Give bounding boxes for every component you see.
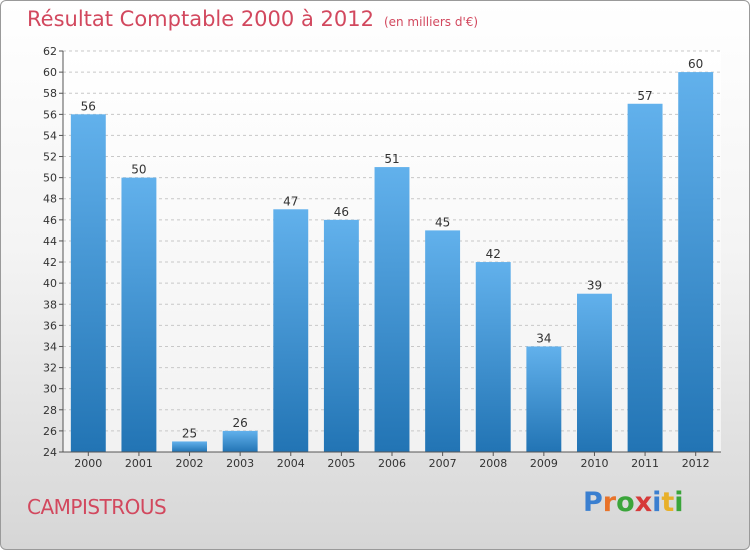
y-tick-label: 50 — [43, 172, 57, 185]
data-label-2003: 26 — [233, 416, 248, 430]
data-label-2000: 56 — [81, 99, 96, 113]
bar-2001 — [121, 177, 157, 452]
y-tick-label: 24 — [43, 446, 57, 459]
x-tick-label-2008: 2008 — [479, 457, 507, 470]
bar-2003 — [222, 430, 258, 452]
x-tick-label-2000: 2000 — [74, 457, 102, 470]
y-tick-label: 60 — [43, 66, 57, 79]
x-tick-label-2011: 2011 — [631, 457, 659, 470]
x-tick-label-2006: 2006 — [378, 457, 406, 470]
data-label-2008: 42 — [486, 247, 501, 261]
logo-letter: o — [616, 487, 635, 518]
data-label-2001: 50 — [131, 163, 146, 177]
chart-title-text: Résultat Comptable 2000 à 2012 — [27, 7, 374, 31]
data-label-2007: 45 — [435, 215, 450, 229]
proxiti-logo: Proxiti — [583, 487, 684, 518]
chart-title: Résultat Comptable 2000 à 2012 (en millie… — [27, 7, 478, 31]
y-tick-label: 26 — [43, 425, 57, 438]
data-label-2012: 60 — [688, 57, 703, 71]
commune-name: CAMPISTROUS — [27, 495, 167, 519]
y-tick-label: 28 — [43, 404, 57, 417]
data-label-2011: 57 — [637, 89, 652, 103]
bar-2010 — [576, 293, 612, 452]
y-tick-label: 42 — [43, 256, 57, 269]
bar-2002 — [172, 441, 208, 452]
labels: 24 26 28 30 32 34 36 38 40 42 44 46 48 50 52 54 56 58 60 62… — [43, 45, 710, 470]
bar-2012 — [678, 72, 714, 453]
x-tick-label-2012: 2012 — [682, 457, 710, 470]
y-tick-label: 52 — [43, 151, 57, 164]
logo-letter: t — [661, 487, 675, 518]
data-label-2002: 25 — [182, 426, 197, 440]
y-tick-label: 62 — [43, 45, 57, 58]
x-tick-label-2004: 2004 — [277, 457, 305, 470]
bar-2000 — [70, 114, 106, 452]
data-label-2010: 39 — [587, 279, 602, 293]
y-tick-label: 38 — [43, 298, 57, 311]
bar-2011 — [627, 103, 663, 453]
y-tick-label: 48 — [43, 193, 57, 206]
bar-2009 — [526, 346, 562, 452]
logo-letter: x — [634, 487, 653, 518]
bar-2005 — [323, 219, 359, 452]
x-tick-label-2002: 2002 — [176, 457, 204, 470]
logo-letter: i — [652, 487, 662, 518]
logo-letter: P — [583, 487, 603, 518]
data-label-2009: 34 — [536, 331, 551, 345]
y-tick-label: 58 — [43, 87, 57, 100]
logo-letter: i — [674, 487, 684, 518]
y-tick-label: 34 — [43, 340, 57, 353]
y-tick-label: 54 — [43, 129, 57, 142]
data-label-2006: 51 — [384, 152, 399, 166]
x-tick-label-2007: 2007 — [429, 457, 457, 470]
x-tick-label-2005: 2005 — [327, 457, 355, 470]
y-tick-label: 30 — [43, 383, 57, 396]
axes — [59, 50, 721, 456]
y-tick-label: 40 — [43, 277, 57, 290]
x-tick-label-2009: 2009 — [530, 457, 558, 470]
data-label-2004: 47 — [283, 194, 298, 208]
bar-2008 — [475, 262, 511, 452]
data-label-2005: 46 — [334, 205, 349, 219]
y-tick-label: 36 — [43, 319, 57, 332]
chart-subtitle: (en milliers d'€) — [383, 15, 479, 29]
x-tick-label-2010: 2010 — [580, 457, 608, 470]
y-tick-label: 56 — [43, 108, 57, 121]
y-tick-label: 46 — [43, 214, 57, 227]
y-tick-label: 44 — [43, 235, 57, 248]
x-tick-label-2003: 2003 — [226, 457, 254, 470]
bar-2004 — [273, 209, 309, 452]
bar-2006 — [374, 167, 410, 452]
y-tick-label: 32 — [43, 362, 57, 375]
bars — [70, 72, 714, 453]
logo-letter: r — [602, 487, 617, 518]
bar-2007 — [425, 230, 461, 452]
x-tick-label-2001: 2001 — [125, 457, 153, 470]
